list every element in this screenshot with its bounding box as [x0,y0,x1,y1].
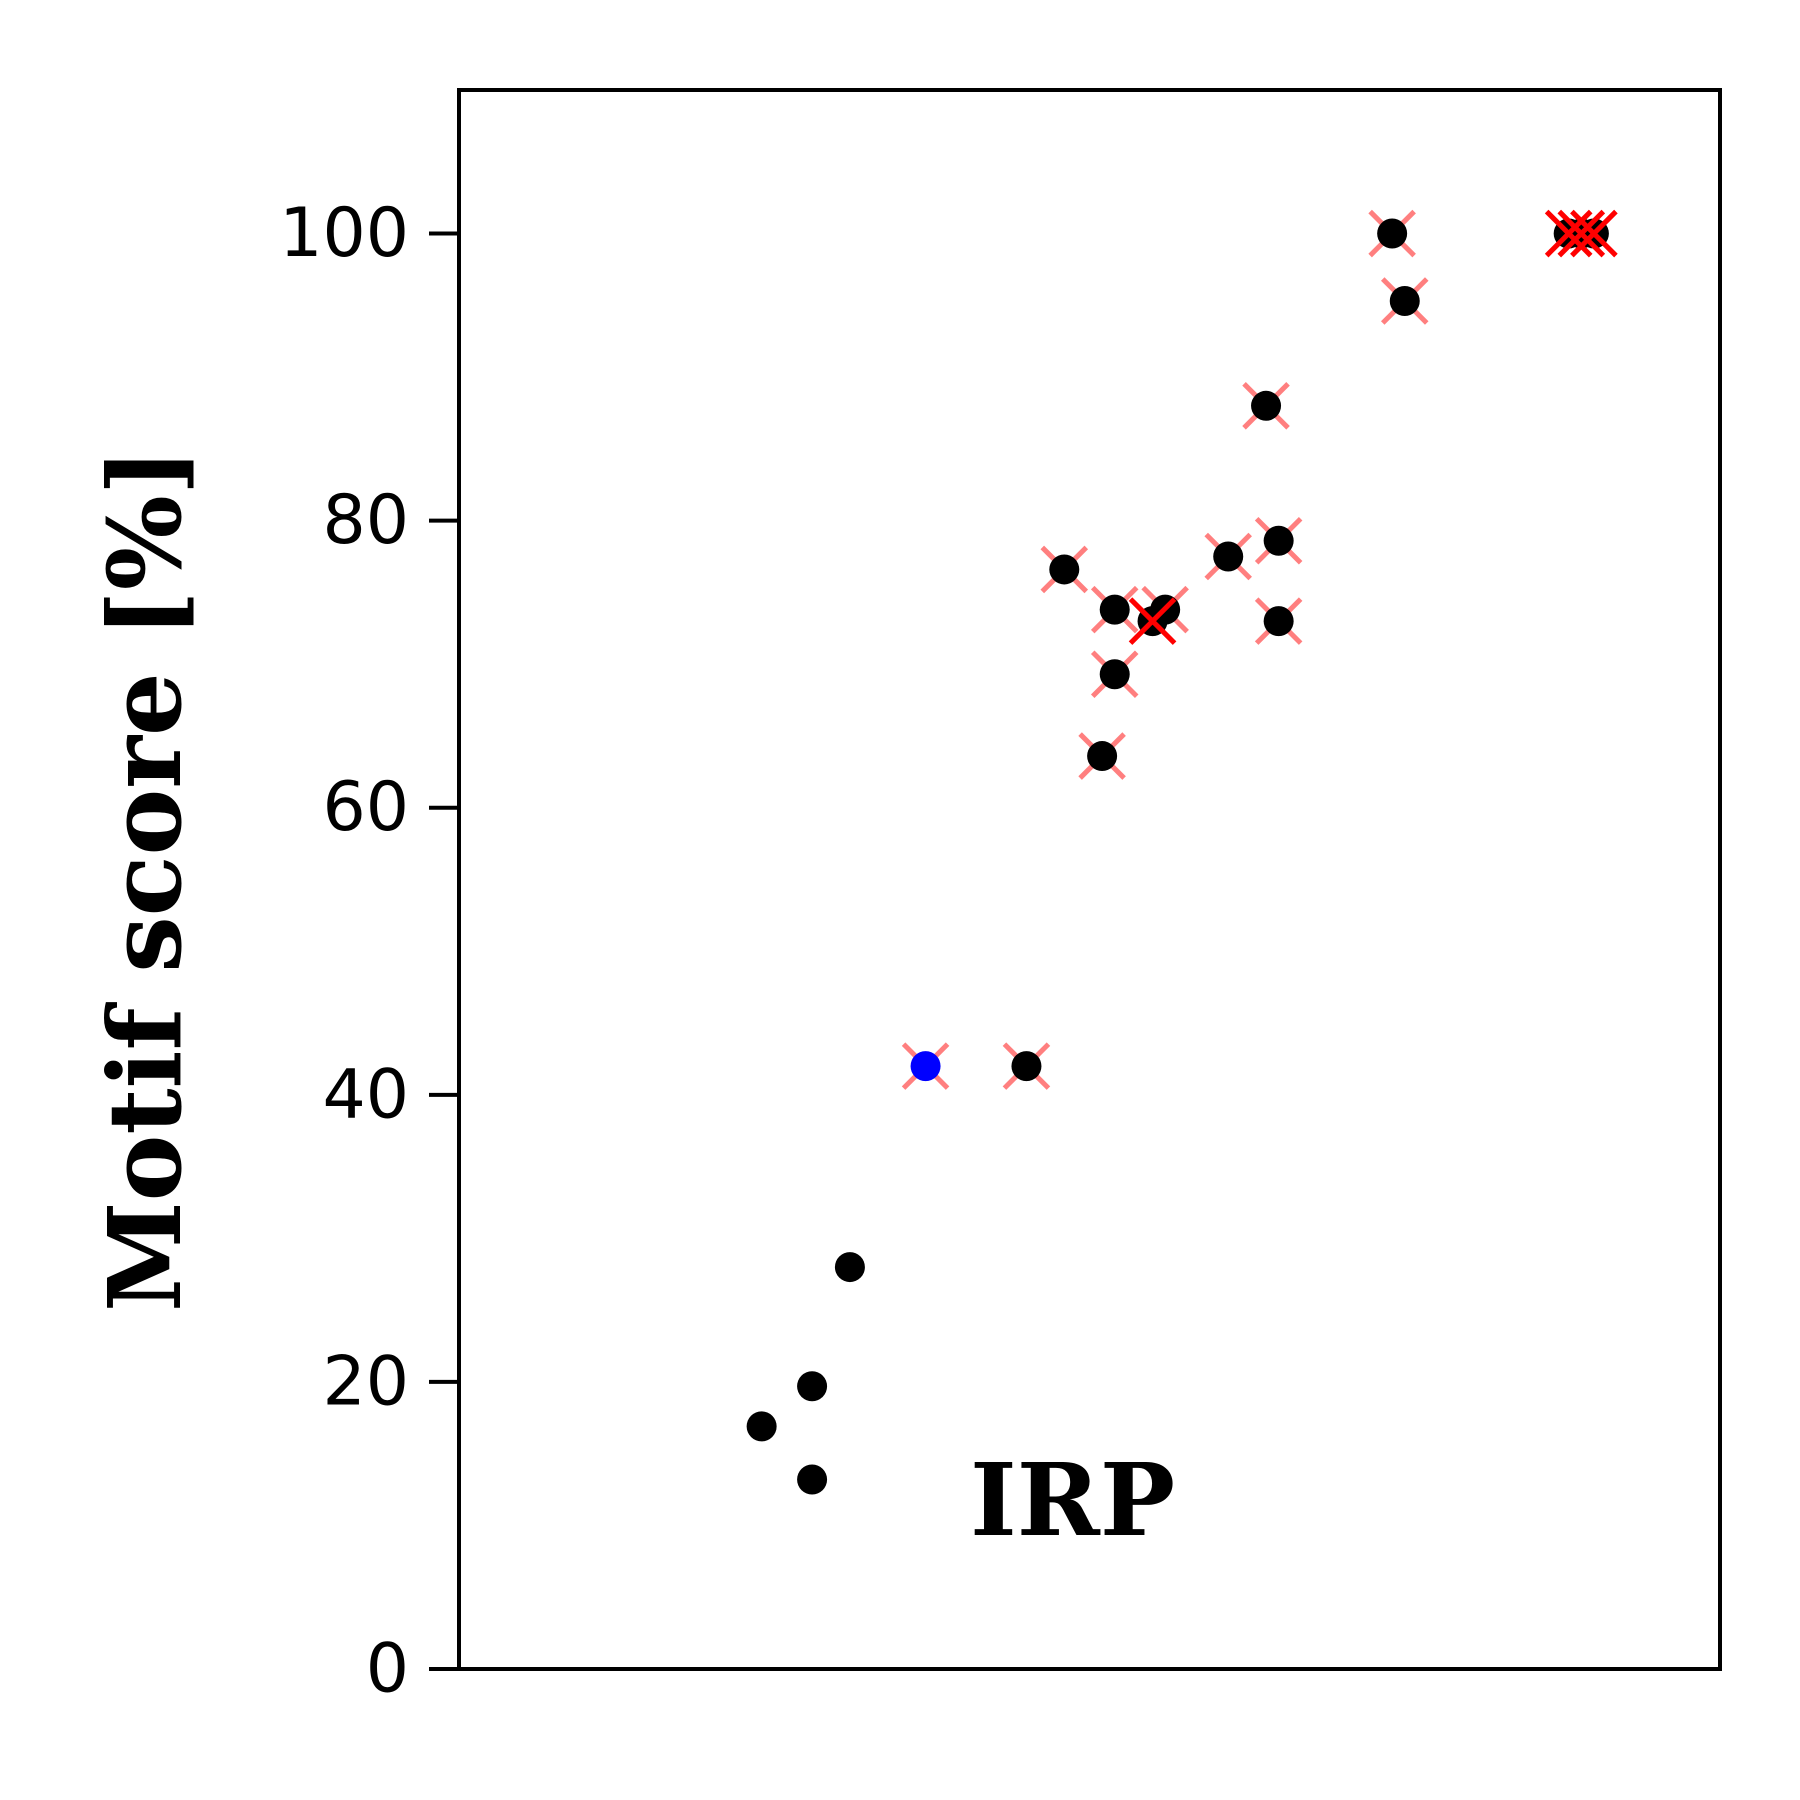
cross-marker-strong [1544,209,1593,258]
data-point [1263,606,1294,637]
y-tick-label: 80 [322,481,409,560]
cross-marker-strong [1128,597,1177,645]
cross-marker-strong [1557,209,1606,258]
data-point [910,1051,941,1082]
data-point [1011,1051,1042,1082]
data-point [1251,390,1282,421]
data-point [1087,741,1118,772]
plot-frame [457,88,1722,1671]
data-point [1099,659,1130,690]
data-point [1263,525,1294,556]
cross-markers-soft [901,209,1618,1090]
data-point [1377,218,1408,249]
y-tick-label: 20 [322,1342,409,1421]
data-point [1049,554,1080,585]
data-point [746,1411,777,1442]
data-point [1099,594,1130,625]
y-axis-label: Motif score [%] [86,448,204,1312]
y-tick-label: 60 [322,768,409,847]
y-tick-label: 100 [279,194,409,273]
data-point [1213,541,1244,572]
y-tick-label: 40 [322,1055,409,1134]
data-points [746,218,1609,1495]
y-tick-label: 0 [366,1630,409,1709]
data-point [1389,286,1420,317]
plot-annotation: IRP [970,1441,1175,1559]
data-point [797,1464,828,1495]
data-point [797,1371,828,1402]
cross-markers-strong [1128,209,1618,645]
data-point [834,1252,865,1283]
y-axis: 0 20 40 60 80 100 [279,194,459,1709]
cross-marker-strong [1570,209,1618,258]
